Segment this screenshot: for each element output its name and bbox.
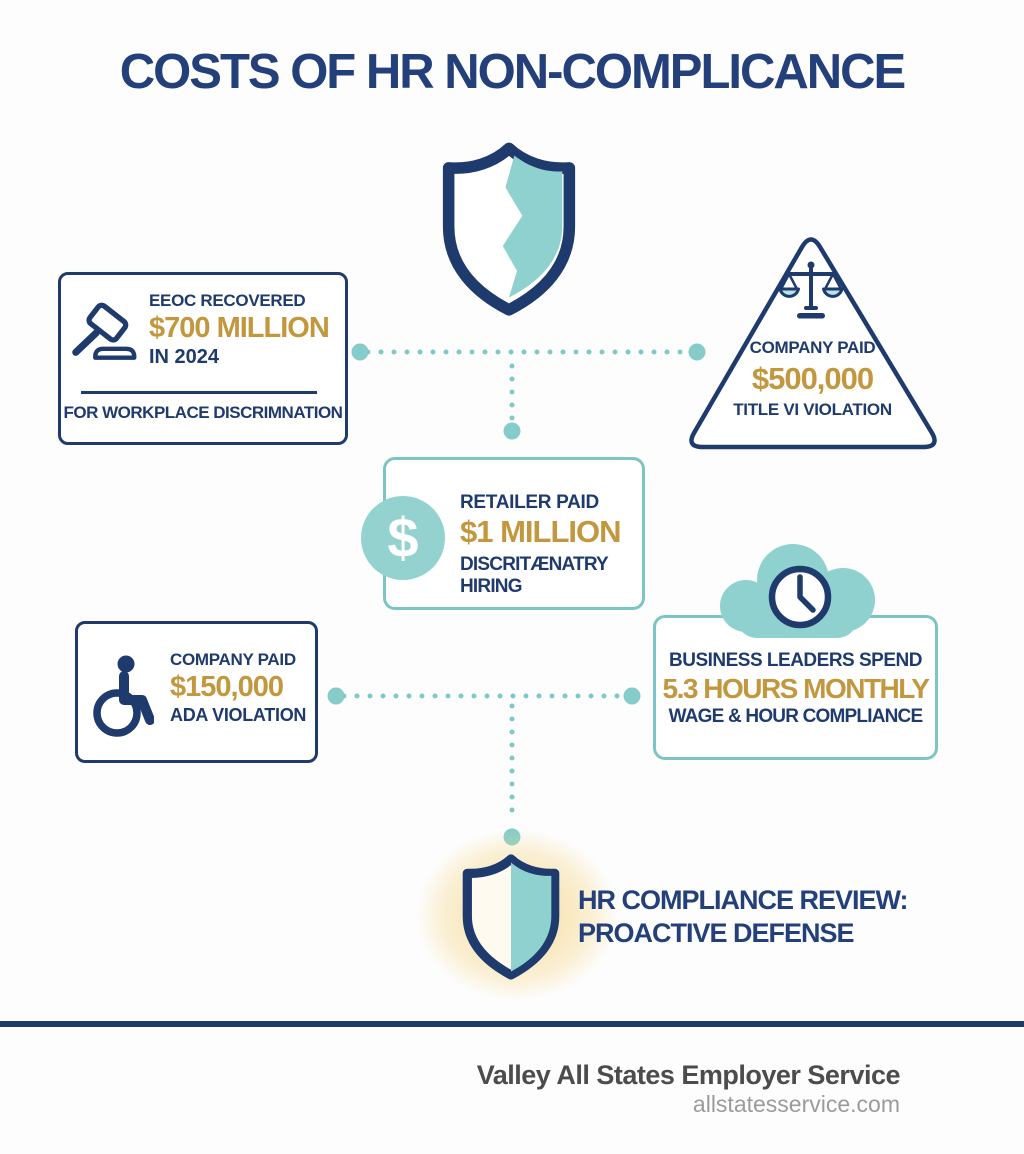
shield-icon: [462, 854, 560, 980]
dollar-icon: $: [361, 496, 445, 580]
card-ada: COMPANY PAID $150,000 ADA VIOLATION: [75, 621, 318, 763]
footer-website: allstatesservice.com: [692, 1091, 900, 1117]
card-retailer-amount: $1 MILLION: [460, 514, 622, 549]
card-eeoc-line2: IN 2024: [149, 346, 220, 368]
card-title-vi-text: COMPANY PAID $500,000 TITLE VI VIOLATION: [690, 338, 935, 420]
conclusion-text: HR COMPLIANCE REVIEW: PROACTIVE DEFENSE: [578, 884, 909, 950]
broken-shield-icon: [442, 142, 576, 316]
card-ada-amount: $150,000: [170, 671, 284, 703]
card-eeoc: EEOC RECOVERED $700 MILLION IN 2024 FOR …: [58, 272, 348, 445]
card-wage-line1: BUSINESS LEADERS SPEND: [669, 650, 922, 671]
card-title-vi-triangle: [689, 237, 937, 450]
cloud-clock-icon: [720, 544, 875, 638]
card-eeoc-line1: EEOC RECOVERED: [149, 291, 306, 310]
card-ada-line1: COMPANY PAID: [170, 650, 296, 669]
conclusion-line2: PROACTIVE DEFENSE: [578, 918, 855, 948]
card-title-vi-line2: TITLE VI VIOLATION: [733, 400, 892, 419]
conclusion-line1: HR COMPLIANCE REVIEW:: [578, 885, 909, 915]
card-retailer-line1: RETAILER PAID: [460, 492, 599, 513]
footer: Valley All States Employer Service allst…: [476, 1060, 901, 1118]
card-retailer: $ RETAILER PAID $1 MILLION DISCRITÆNATRY…: [361, 457, 645, 610]
card-wage: BUSINESS LEADERS SPEND 5.3 HOURS MONTHLY…: [653, 615, 938, 760]
card-eeoc-amount: $700 MILLION: [149, 312, 330, 344]
card-wage-amount: 5.3 HOURS MONTHLY: [662, 673, 930, 704]
page-title: COSTS OF HR NON-COMPLICANCE: [119, 45, 906, 99]
card-eeoc-divider: [81, 391, 317, 394]
card-title-vi-amount: $500,000: [751, 361, 874, 396]
scales-icon: [778, 261, 844, 319]
wheelchair-icon: [93, 655, 154, 737]
gavel-icon: [72, 302, 137, 360]
card-title-vi-line1: COMPANY PAID: [749, 338, 876, 357]
card-wage-line2: WAGE & HOUR COMPLIANCE: [668, 706, 923, 727]
card-eeoc-footnote: FOR WORKPLACE DISCRIMNATION: [63, 403, 343, 422]
footer-company-name: Valley All States Employer Service: [476, 1060, 901, 1090]
card-ada-line2: ADA VIOLATION: [170, 705, 307, 725]
card-retailer-line2: DISCRITÆNATRY HIRING: [460, 554, 608, 597]
